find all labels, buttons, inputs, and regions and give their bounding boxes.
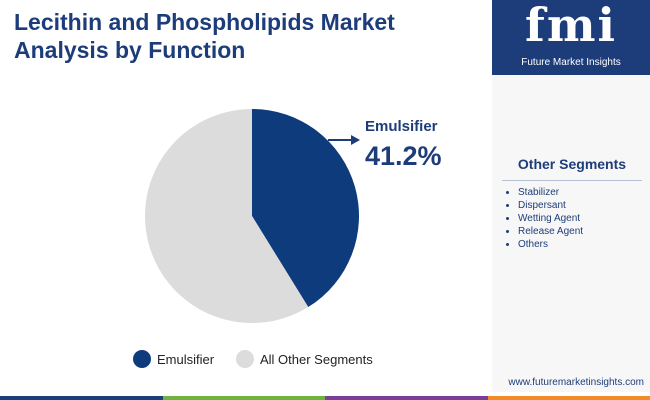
legend-label: All Other Segments xyxy=(260,352,373,367)
brand-name: Future Market Insights xyxy=(521,57,621,68)
callout-arrow xyxy=(351,135,360,145)
segment-item: Wetting Agent xyxy=(518,212,583,225)
color-strip xyxy=(0,396,650,400)
legend-marker xyxy=(133,350,151,368)
callout-label: Emulsifier xyxy=(365,118,438,135)
segment-list: StabilizerDispersantWetting AgentRelease… xyxy=(504,186,583,251)
logo: fmi xyxy=(525,0,617,52)
data-label: 41.2% xyxy=(365,141,442,171)
chart: Emulsifier 41.2% Emulsifier All Other Segme… xyxy=(133,109,442,368)
pie-slice xyxy=(252,109,359,308)
pie-slice xyxy=(144,109,309,323)
legend-marker xyxy=(236,350,254,368)
segment-item: Dispersant xyxy=(518,199,583,212)
segment-item: Others xyxy=(518,238,583,251)
website: www.futuremarketinsights.com xyxy=(508,377,644,388)
segments-heading: Other Segments xyxy=(502,156,642,181)
sidebar: fmi Future Market Insights Other Segment… xyxy=(492,0,650,392)
chart-title: Lecithin and Phospholipids Market Analys… xyxy=(14,9,395,63)
segment-item: Stabilizer xyxy=(518,186,583,199)
segment-item: Release Agent xyxy=(518,225,583,238)
logo-panel: fmi Future Market Insights xyxy=(492,0,650,75)
legend-label: Emulsifier xyxy=(157,352,215,367)
